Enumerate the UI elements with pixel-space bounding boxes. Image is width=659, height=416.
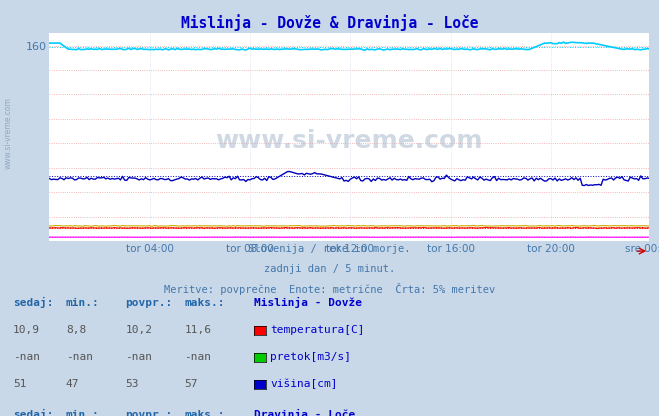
Text: višina[cm]: višina[cm] <box>270 379 337 389</box>
Text: maks.:: maks.: <box>185 298 225 308</box>
Text: 8,8: 8,8 <box>66 325 86 335</box>
Text: 57: 57 <box>185 379 198 389</box>
Text: povpr.:: povpr.: <box>125 298 173 308</box>
Text: Mislinja - Dovže & Dravinja - Loče: Mislinja - Dovže & Dravinja - Loče <box>181 15 478 31</box>
Text: min.:: min.: <box>66 410 100 416</box>
Text: 53: 53 <box>125 379 138 389</box>
Text: 11,6: 11,6 <box>185 325 212 335</box>
Text: 10,9: 10,9 <box>13 325 40 335</box>
Text: Mislinja - Dovže: Mislinja - Dovže <box>254 297 362 308</box>
Text: Dravinja - Loče: Dravinja - Loče <box>254 409 355 416</box>
Text: Meritve: povprečne  Enote: metrične  Črta: 5% meritev: Meritve: povprečne Enote: metrične Črta:… <box>164 283 495 295</box>
Text: 10,2: 10,2 <box>125 325 152 335</box>
Text: -nan: -nan <box>125 352 152 362</box>
Text: povpr.:: povpr.: <box>125 410 173 416</box>
Text: -nan: -nan <box>13 352 40 362</box>
Text: min.:: min.: <box>66 298 100 308</box>
Text: pretok[m3/s]: pretok[m3/s] <box>270 352 351 362</box>
Text: 51: 51 <box>13 379 26 389</box>
Text: 47: 47 <box>66 379 79 389</box>
Text: www.si-vreme.com: www.si-vreme.com <box>3 97 13 169</box>
Text: Slovenija / reke in morje.: Slovenija / reke in morje. <box>248 244 411 254</box>
Text: temperatura[C]: temperatura[C] <box>270 325 364 335</box>
Text: www.si-vreme.com: www.si-vreme.com <box>215 129 483 154</box>
Text: -nan: -nan <box>185 352 212 362</box>
Text: sedaj:: sedaj: <box>13 297 53 308</box>
Text: sedaj:: sedaj: <box>13 409 53 416</box>
Text: -nan: -nan <box>66 352 93 362</box>
Text: zadnji dan / 5 minut.: zadnji dan / 5 minut. <box>264 265 395 275</box>
Text: maks.:: maks.: <box>185 410 225 416</box>
